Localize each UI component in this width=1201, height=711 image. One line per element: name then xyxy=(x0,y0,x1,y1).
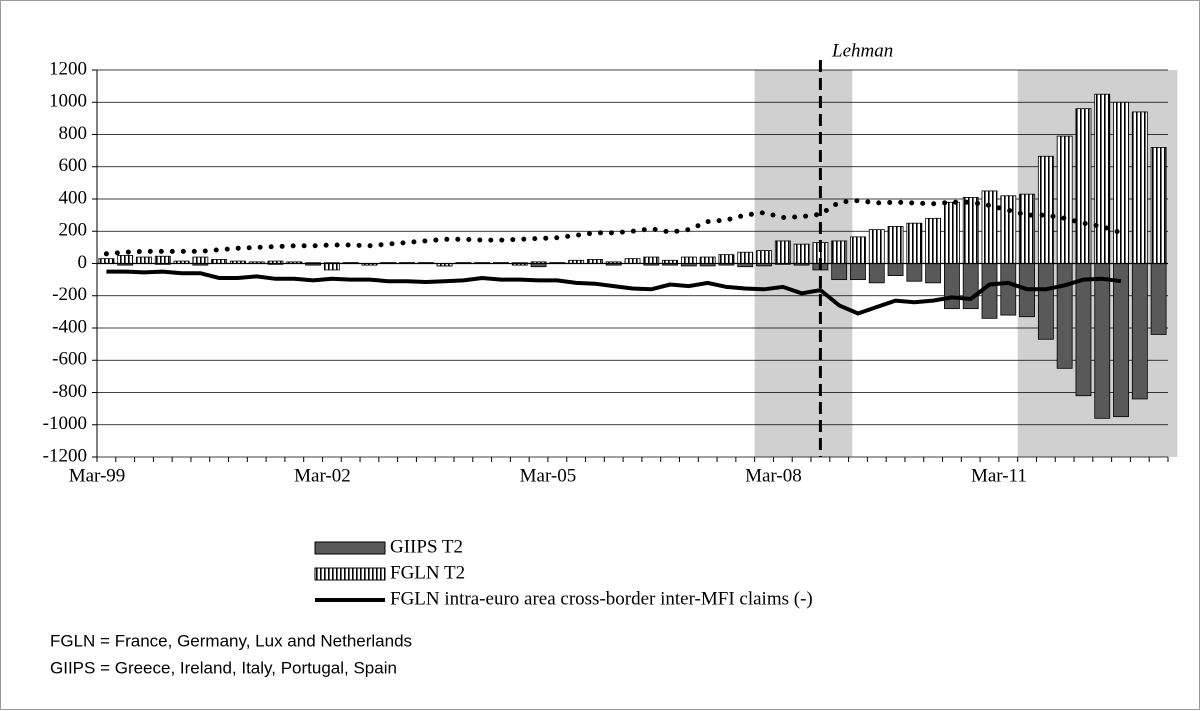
y-tick-label: -1000 xyxy=(43,413,87,434)
bar xyxy=(962,263,979,310)
bar xyxy=(793,243,810,264)
bar xyxy=(906,263,923,282)
y-tick-label: 600 xyxy=(59,155,88,176)
bar xyxy=(1150,263,1167,335)
legend-label: GIIPS T2 xyxy=(390,536,463,557)
bar xyxy=(944,201,960,264)
bar xyxy=(154,255,171,264)
bar xyxy=(1131,111,1148,264)
y-tick-label: 800 xyxy=(59,123,88,144)
line xyxy=(106,269,1122,316)
bar xyxy=(117,255,134,264)
legend-label: FGLN intra-euro area cross-border inter-… xyxy=(390,588,813,609)
note: GIIPS = Greece, Ireland, Italy, Portugal… xyxy=(50,658,397,677)
bar xyxy=(1113,101,1129,264)
bar xyxy=(962,196,979,264)
bar xyxy=(1094,263,1111,419)
y-tick-label: 400 xyxy=(59,187,88,208)
y-tick-label: -600 xyxy=(52,349,87,370)
y-tick-label: 0 xyxy=(78,252,88,273)
bar xyxy=(887,226,904,264)
bar xyxy=(831,263,848,281)
bar xyxy=(1056,263,1073,369)
bar xyxy=(1075,263,1092,397)
x-tick-label: Mar-02 xyxy=(294,465,351,486)
bar xyxy=(887,263,904,276)
bar xyxy=(1000,263,1017,316)
bar xyxy=(1094,93,1111,264)
bar xyxy=(944,263,960,310)
bar xyxy=(211,259,228,264)
bar xyxy=(643,256,660,264)
x-tick-label: Mar-08 xyxy=(745,465,802,486)
bar xyxy=(925,263,942,284)
x-tick-label: Mar-05 xyxy=(520,465,577,486)
bar xyxy=(136,256,152,264)
y-tick-label: -1200 xyxy=(43,445,87,466)
bar xyxy=(925,217,942,264)
bar xyxy=(680,256,697,264)
y-tick-label: -400 xyxy=(52,316,87,337)
legend-swatch xyxy=(314,541,386,555)
note: FGLN = France, Germany, Lux and Netherla… xyxy=(50,631,412,650)
bar xyxy=(868,229,885,264)
bar xyxy=(1075,108,1092,264)
bar xyxy=(774,240,791,264)
bar xyxy=(1019,193,1035,264)
annotation: Lehman xyxy=(831,40,893,61)
bar xyxy=(868,263,885,284)
legend-label: FGLN T2 xyxy=(390,562,465,583)
bar xyxy=(850,263,866,281)
y-tick-label: -200 xyxy=(52,284,87,305)
bar xyxy=(1056,135,1073,264)
y-tick-label: 1200 xyxy=(49,58,87,79)
bar xyxy=(981,190,998,264)
bar xyxy=(1000,195,1017,264)
bar xyxy=(624,258,641,264)
bar xyxy=(98,258,115,264)
bar xyxy=(323,263,340,271)
bar xyxy=(756,250,772,264)
line xyxy=(103,198,1124,257)
y-tick-label: 200 xyxy=(59,220,88,241)
bar xyxy=(1131,263,1148,400)
bar xyxy=(1037,263,1054,340)
bar xyxy=(1113,263,1129,418)
bar xyxy=(699,256,716,264)
bar xyxy=(831,240,848,264)
bar xyxy=(1037,155,1054,264)
bar xyxy=(906,222,923,264)
bar xyxy=(850,236,866,264)
y-tick-label: -800 xyxy=(52,381,87,402)
y-tick-label: 1000 xyxy=(49,91,87,112)
bar xyxy=(718,254,735,264)
legend-swatch xyxy=(314,567,386,581)
bar xyxy=(1150,146,1167,264)
bar xyxy=(737,251,754,264)
x-tick-label: Mar-99 xyxy=(69,465,126,486)
bar xyxy=(192,256,209,264)
bar xyxy=(587,259,603,264)
x-tick-label: Mar-11 xyxy=(971,465,1027,486)
